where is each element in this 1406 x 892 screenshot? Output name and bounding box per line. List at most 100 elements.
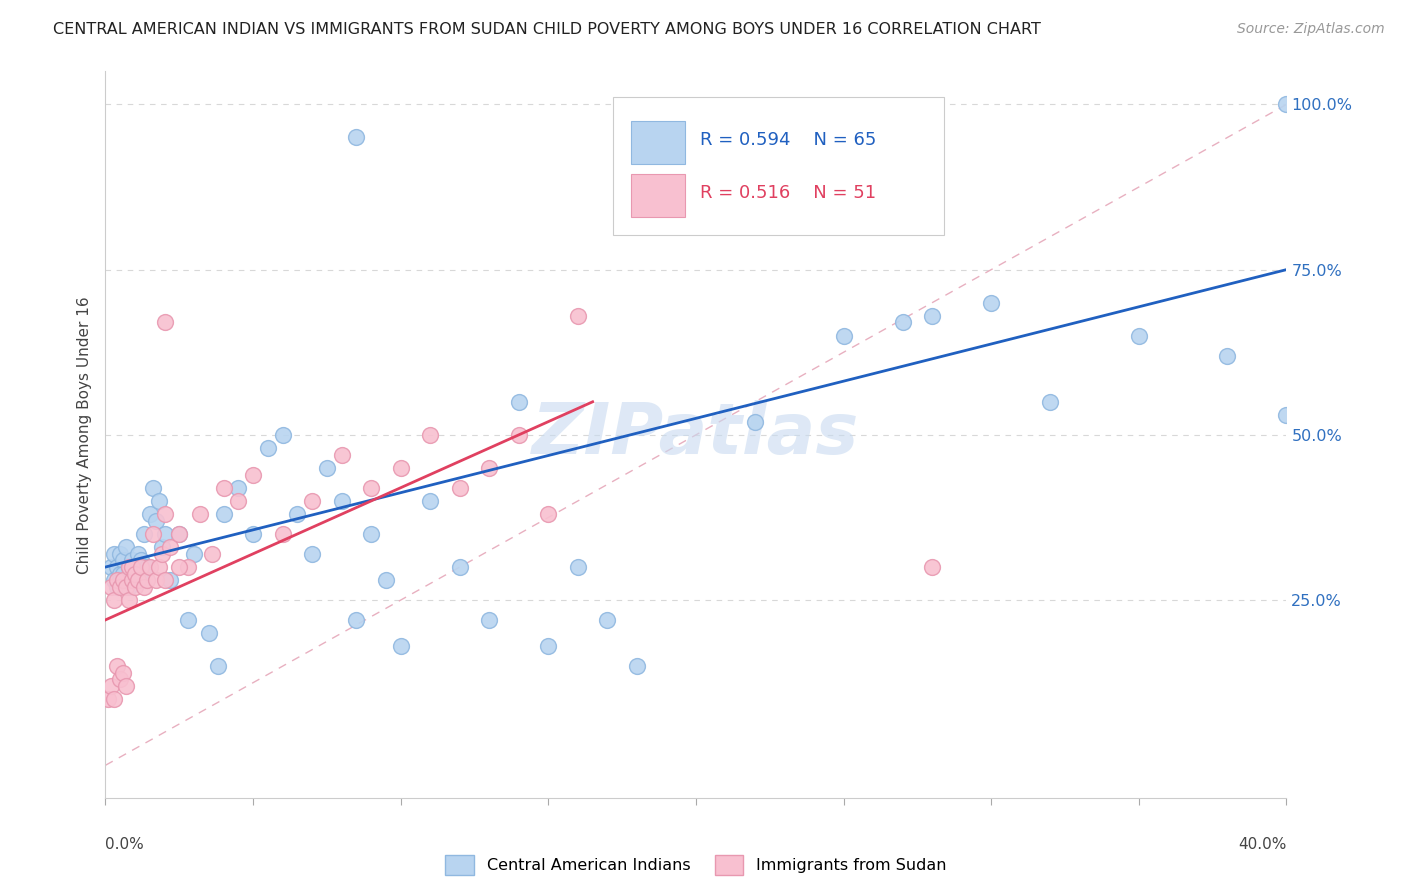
Point	[138, 560, 162, 574]
Point	[419, 428, 441, 442]
Point	[103, 547, 125, 561]
Point	[1275, 408, 1298, 422]
Point	[105, 560, 128, 574]
Point	[596, 613, 619, 627]
Point	[980, 295, 1002, 310]
Point	[301, 494, 323, 508]
Point	[197, 626, 219, 640]
Point	[567, 309, 589, 323]
Point	[330, 494, 353, 508]
Point	[567, 560, 589, 574]
Point	[121, 553, 143, 567]
Point	[148, 494, 170, 508]
Point	[169, 527, 191, 541]
Point	[177, 613, 200, 627]
Point	[100, 679, 122, 693]
Point	[301, 547, 323, 561]
Point	[138, 507, 162, 521]
Point	[271, 428, 294, 442]
Point	[330, 448, 353, 462]
Point	[287, 507, 309, 521]
Point	[97, 692, 120, 706]
Point	[478, 613, 501, 627]
Point	[105, 573, 128, 587]
Point	[374, 573, 398, 587]
Point	[271, 527, 294, 541]
Point	[744, 150, 766, 164]
Point	[115, 679, 138, 693]
Point	[129, 573, 152, 587]
Point	[1039, 394, 1062, 409]
Point	[121, 566, 143, 581]
Point	[112, 573, 135, 587]
Point	[124, 566, 146, 581]
Point	[212, 507, 235, 521]
FancyBboxPatch shape	[631, 174, 685, 217]
Point	[226, 481, 250, 495]
Point	[921, 309, 943, 323]
Point	[449, 560, 471, 574]
Point	[478, 461, 501, 475]
Point	[153, 316, 176, 330]
Legend: Central American Indians, Immigrants from Sudan: Central American Indians, Immigrants fro…	[439, 849, 953, 881]
Point	[135, 573, 157, 587]
Text: R = 0.516    N = 51: R = 0.516 N = 51	[700, 185, 876, 202]
Point	[121, 573, 143, 587]
Point	[159, 573, 181, 587]
Point	[115, 540, 138, 554]
FancyBboxPatch shape	[631, 120, 685, 164]
FancyBboxPatch shape	[613, 97, 943, 235]
Point	[129, 560, 152, 574]
Point	[110, 573, 132, 587]
Point	[389, 640, 412, 654]
Point	[124, 560, 146, 574]
Point	[256, 441, 278, 455]
Point	[142, 527, 165, 541]
Point	[744, 415, 766, 429]
Point	[135, 560, 157, 574]
Point	[110, 547, 132, 561]
Point	[124, 573, 146, 587]
Point	[315, 461, 337, 475]
Point	[183, 547, 205, 561]
Point	[145, 573, 167, 587]
Point	[212, 481, 235, 495]
Point	[1275, 97, 1298, 112]
Point	[360, 481, 382, 495]
Text: Source: ZipAtlas.com: Source: ZipAtlas.com	[1237, 22, 1385, 37]
Point	[159, 540, 181, 554]
Point	[118, 560, 141, 574]
Point	[891, 316, 914, 330]
Point	[360, 527, 382, 541]
Point	[153, 507, 176, 521]
Point	[112, 665, 135, 680]
Point	[105, 659, 128, 673]
Point	[169, 527, 191, 541]
Point	[103, 573, 125, 587]
Point	[127, 547, 149, 561]
Point	[626, 659, 648, 673]
Point	[148, 560, 170, 574]
Point	[110, 580, 132, 594]
Point	[103, 692, 125, 706]
Point	[124, 580, 146, 594]
Point	[112, 566, 135, 581]
Point	[127, 560, 149, 574]
Point	[118, 580, 141, 594]
Point	[110, 566, 132, 581]
Text: 0.0%: 0.0%	[105, 837, 145, 852]
Point	[1216, 349, 1239, 363]
Point	[153, 573, 176, 587]
Point	[242, 527, 264, 541]
Point	[832, 328, 855, 343]
Point	[150, 540, 173, 554]
Point	[1128, 328, 1150, 343]
Point	[169, 560, 191, 574]
Text: CENTRAL AMERICAN INDIAN VS IMMIGRANTS FROM SUDAN CHILD POVERTY AMONG BOYS UNDER : CENTRAL AMERICAN INDIAN VS IMMIGRANTS FR…	[53, 22, 1042, 37]
Point	[419, 494, 441, 508]
Point	[177, 560, 200, 574]
Point	[145, 514, 167, 528]
Point	[118, 593, 141, 607]
Point	[508, 394, 530, 409]
Point	[921, 560, 943, 574]
